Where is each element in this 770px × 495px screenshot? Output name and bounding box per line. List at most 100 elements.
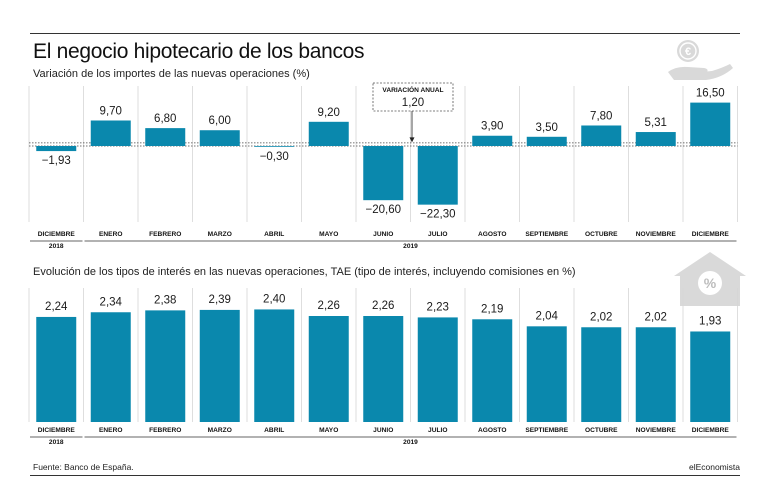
- chart1-data-label: −22,30: [420, 209, 456, 221]
- bottom-rule: [30, 475, 740, 476]
- chart2-data-label: 2,24: [45, 301, 68, 313]
- chart2-data-label: 2,02: [590, 311, 612, 323]
- chart2-tick-label: ABRIL: [264, 427, 284, 434]
- chart1-title: Variación de los importes de las nuevas …: [33, 68, 310, 80]
- chart1-tick-label: MARZO: [208, 231, 232, 238]
- source-note: Fuente: Banco de España.: [33, 462, 134, 472]
- chart1-data-label: 16,50: [696, 88, 725, 100]
- chart1-data-label: −1,93: [42, 155, 71, 167]
- chart1-bar: [690, 102, 731, 146]
- chart2-tick-label: FEBRERO: [149, 427, 181, 434]
- chart1-bar: [363, 146, 404, 201]
- chart2-bar: [690, 331, 731, 422]
- chart1: DICIEMBRE ENERO FEBRERO MARZO ABRIL MAYO JUNIO…: [28, 82, 738, 250]
- chart1-data-label: −0,30: [260, 151, 289, 163]
- chart2-tick-label: MARZO: [208, 427, 232, 434]
- chart2-tick-label: JULIO: [428, 427, 447, 434]
- chart2-title: Evolución de los tipos de interés en las…: [33, 266, 576, 278]
- chart1-data-label: 5,31: [645, 117, 667, 129]
- svg-text:%: %: [704, 275, 717, 291]
- chart2-data-label: 1,93: [699, 315, 721, 327]
- euro-hand-icon: €: [668, 40, 733, 80]
- chart2-year-label: 2019: [403, 439, 418, 446]
- chart2-bar: [36, 316, 77, 422]
- chart2-bar: [417, 317, 458, 422]
- chart1-data-label: 9,20: [318, 107, 340, 119]
- page-title: El negocio hipotecario de los bancos: [33, 40, 365, 63]
- chart1-tick-label: ABRIL: [264, 231, 284, 238]
- chart1-bar: [635, 132, 676, 146]
- chart1-bar: [36, 146, 77, 152]
- chart1-tick-label: NOVIEMBRE: [636, 231, 677, 238]
- chart2-data-label: 2,40: [263, 293, 285, 305]
- icons-layer: € %: [668, 40, 746, 306]
- chart2-bar: [581, 327, 622, 422]
- chart2-data-label: 2,26: [372, 300, 394, 312]
- chart1-tick-label: DICIEMBRE: [38, 231, 76, 238]
- brand-label: elEconomista: [688, 462, 740, 472]
- chart2-bar: [145, 310, 186, 422]
- chart2-tick-label: DICIEMBRE: [38, 427, 76, 434]
- chart1-annotation-arrowhead: [409, 137, 415, 143]
- chart2-bar: [254, 309, 295, 422]
- chart1-data-label: −20,60: [366, 204, 402, 216]
- chart1-bar: [526, 136, 567, 146]
- chart1-data-label: 6,80: [154, 113, 176, 125]
- chart1-tick-label: JUNIO: [373, 231, 393, 238]
- chart1-data-label: 9,70: [100, 105, 122, 117]
- chart2-tick-label: MAYO: [319, 427, 338, 434]
- chart1-tick-label: OCTUBRE: [585, 231, 618, 238]
- chart2-bar: [363, 316, 404, 422]
- chart1-data-label: 7,80: [590, 110, 612, 122]
- chart1-tick-label: MAYO: [319, 231, 338, 238]
- chart1-bar: [581, 125, 622, 146]
- chart2-tick-label: ENERO: [99, 427, 122, 434]
- chart1-annotation-value: 1,20: [402, 97, 424, 109]
- chart1-bar: [472, 135, 513, 146]
- chart1-tick-label: ENERO: [99, 231, 122, 238]
- chart1-data-label: 3,50: [536, 122, 558, 134]
- chart2-data-label: 2,23: [427, 301, 449, 313]
- chart2-data-label: 2,19: [481, 303, 503, 315]
- chart1-bar: [90, 120, 131, 146]
- chart2-bar: [90, 312, 131, 422]
- chart2-bar: [308, 316, 349, 422]
- chart1-data-label: 6,00: [209, 115, 231, 127]
- chart2-bar: [635, 327, 676, 422]
- chart1-bar: [308, 121, 349, 146]
- chart2-bar: [472, 319, 513, 422]
- chart2-tick-label: DICIEMBRE: [692, 427, 730, 434]
- chart2-tick-label: SEPTIEMBRE: [525, 427, 568, 434]
- svg-text:€: €: [685, 46, 691, 58]
- chart2-tick-label: JUNIO: [373, 427, 393, 434]
- chart2-year-label: 2018: [49, 439, 64, 446]
- chart1-tick-label: AGOSTO: [478, 231, 506, 238]
- chart1-tick-label: SEPTIEMBRE: [525, 231, 568, 238]
- chart2-data-label: 2,39: [209, 294, 231, 306]
- chart2-data-label: 2,26: [318, 300, 340, 312]
- chart2-tick-label: AGOSTO: [478, 427, 506, 434]
- chart1-bar: [145, 128, 186, 146]
- top-rule: [30, 33, 740, 34]
- chart1-year-label: 2019: [403, 243, 418, 250]
- chart1-annotation-title: VARIACIÓN ANUAL: [382, 85, 443, 94]
- chart2-data-label: 2,04: [536, 310, 559, 322]
- chart1-data-label: 3,90: [481, 121, 503, 133]
- chart1-year-label: 2018: [49, 243, 64, 250]
- chart2-tick-label: NOVIEMBRE: [636, 427, 677, 434]
- chart1-annotation-box: [372, 82, 454, 112]
- chart2-data-label: 2,02: [645, 311, 667, 323]
- chart2-bar: [526, 326, 567, 422]
- chart1-bar: [199, 130, 240, 146]
- chart1-bar: [417, 146, 458, 205]
- chart2-bar: [199, 309, 240, 422]
- chart1-bar: [254, 146, 295, 147]
- chart1-tick-label: FEBRERO: [149, 231, 181, 238]
- chart2: DICIEMBRE ENERO FEBRERO MARZO ABRIL MAYO JUNIO…: [28, 288, 738, 446]
- chart1-tick-label: JULIO: [428, 231, 447, 238]
- house-percent-icon: %: [674, 252, 746, 306]
- chart2-data-label: 2,38: [154, 294, 176, 306]
- chart1-tick-label: DICIEMBRE: [692, 231, 730, 238]
- chart2-tick-label: OCTUBRE: [585, 427, 618, 434]
